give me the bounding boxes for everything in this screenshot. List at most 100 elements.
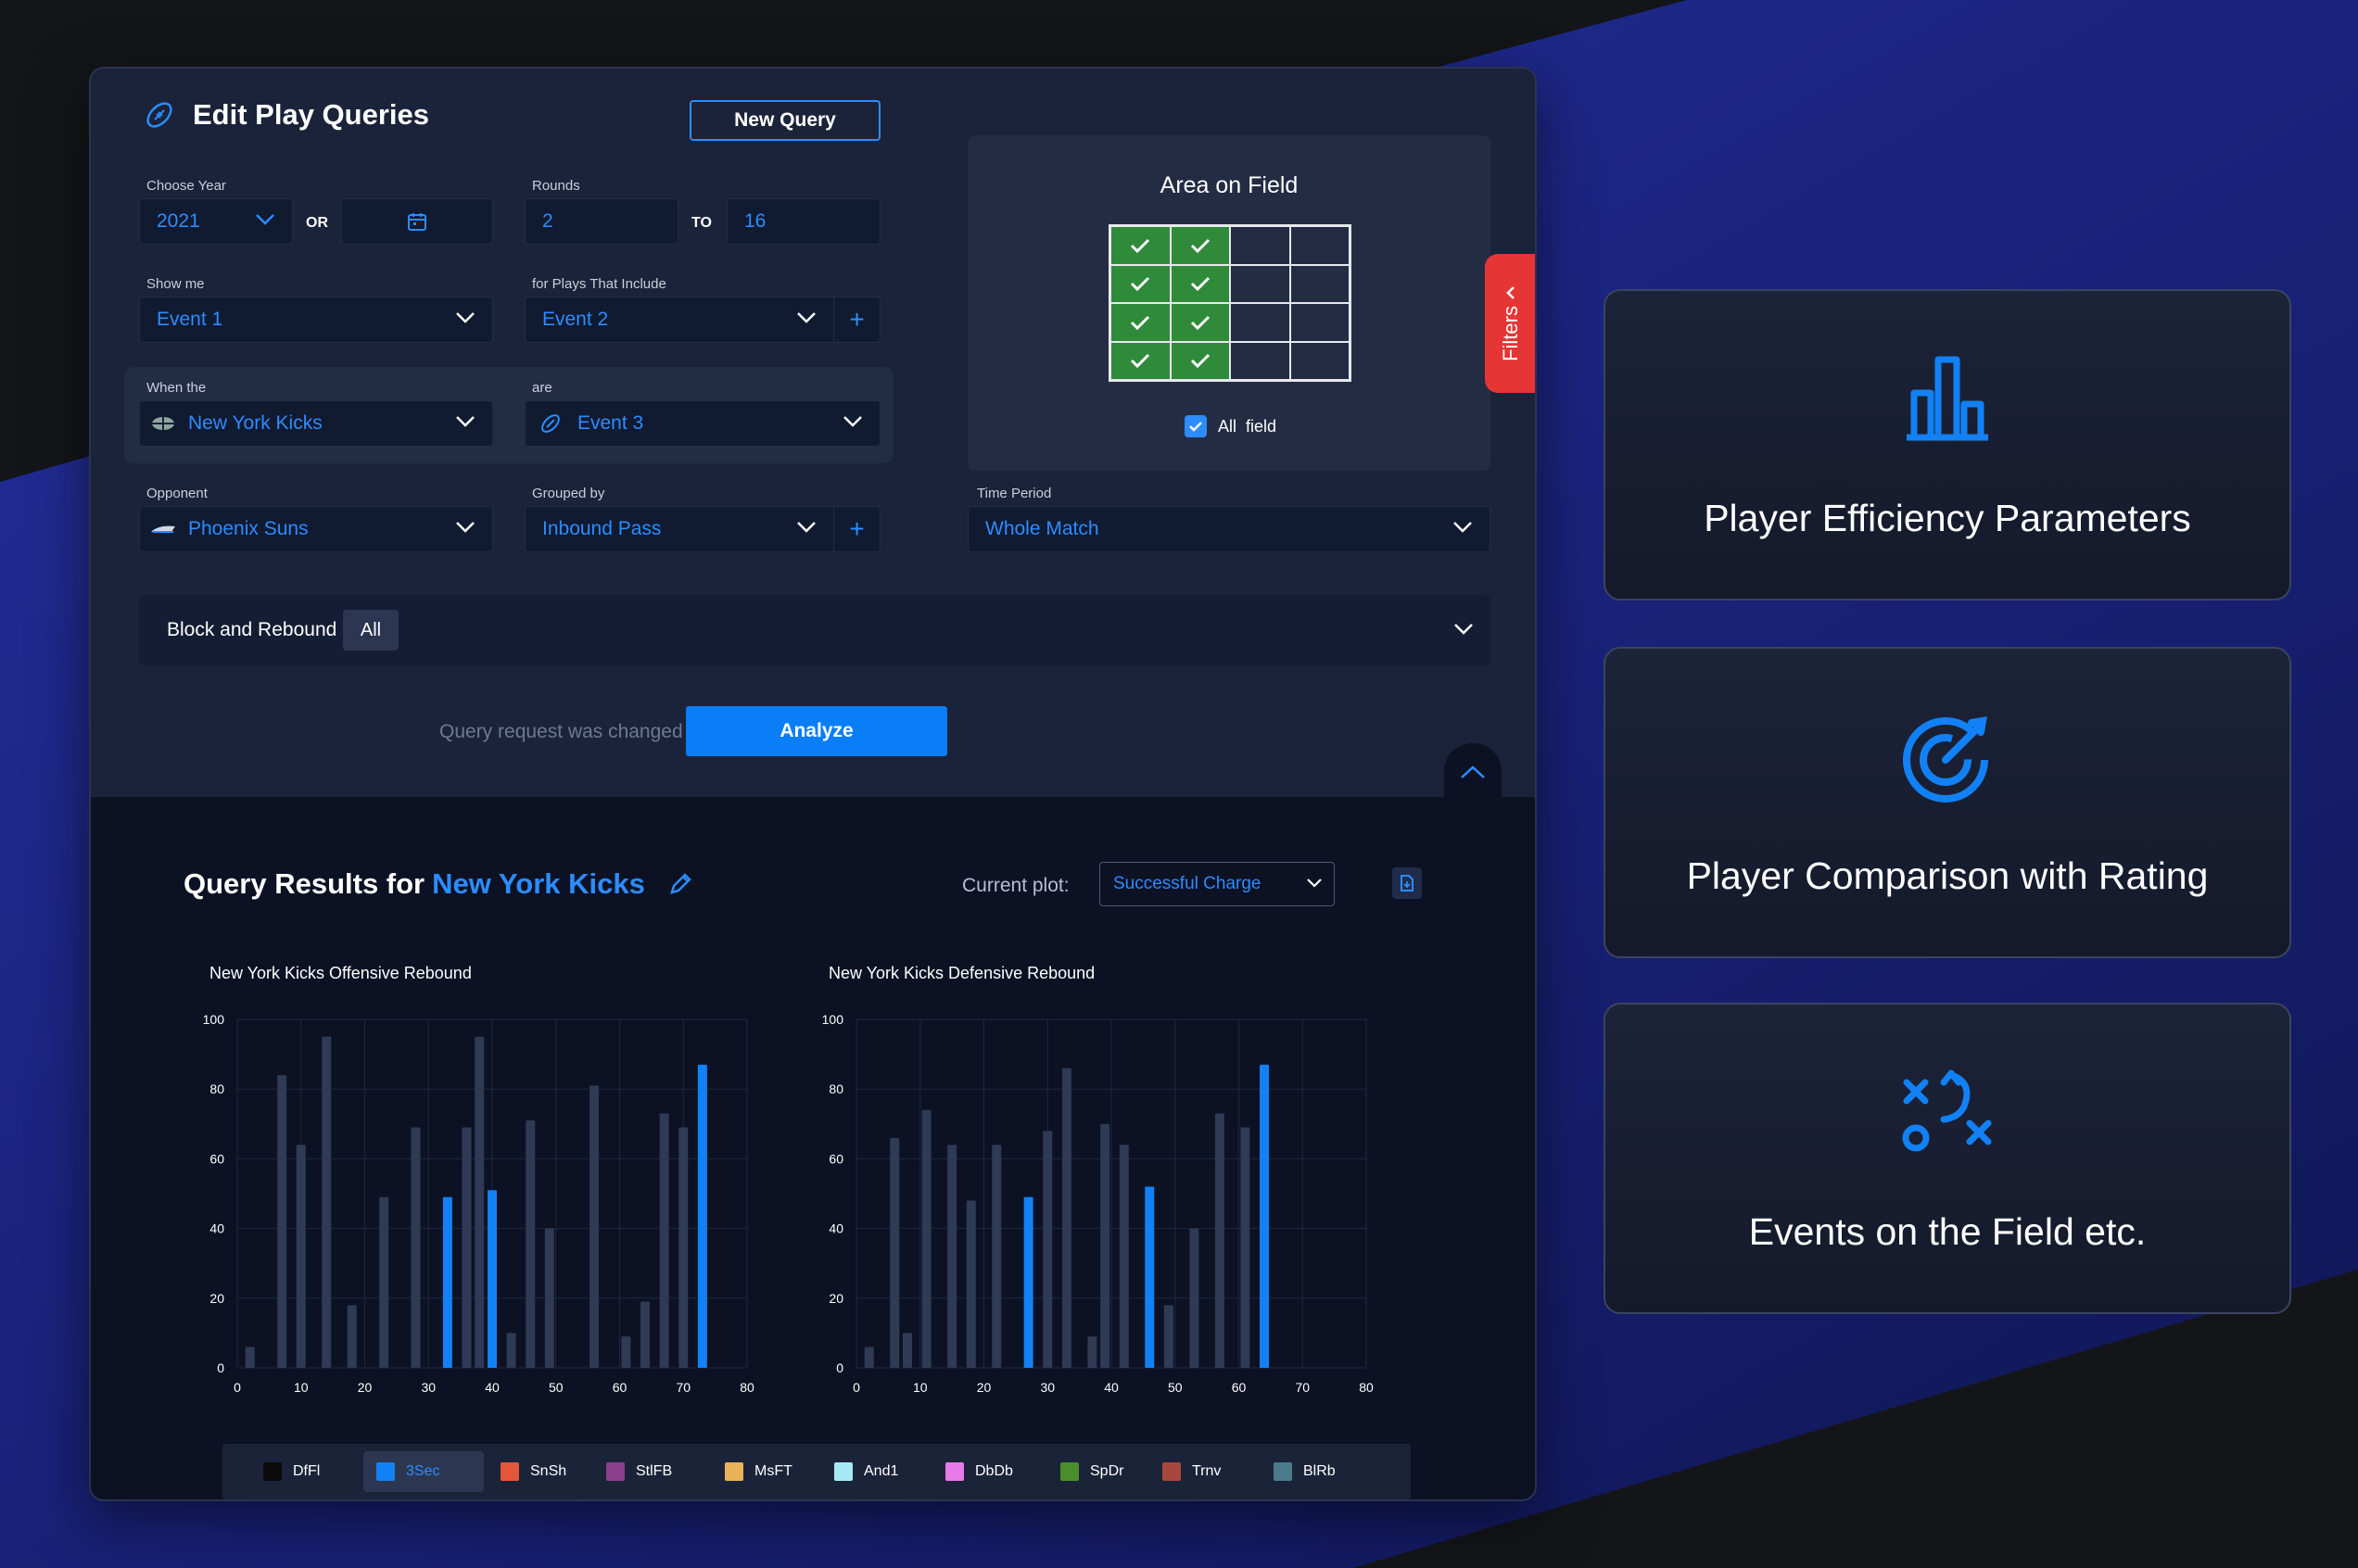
add-group-button[interactable]: +	[833, 507, 880, 551]
legend-item[interactable]: MsFT	[712, 1444, 805, 1499]
field-cell[interactable]	[1230, 226, 1290, 265]
x-tick-label: 30	[1040, 1380, 1055, 1395]
feature-card-comparison[interactable]: Player Comparison with Rating	[1604, 647, 2291, 958]
check-icon	[1131, 315, 1150, 330]
feature-card-events[interactable]: Events on the Field etc.	[1604, 1003, 2291, 1314]
all-field-label: All field	[1218, 416, 1277, 436]
event-value: Event 3	[577, 412, 644, 434]
legend-item[interactable]: Trnv	[1149, 1444, 1234, 1499]
legend-item[interactable]: StlFB	[593, 1444, 685, 1499]
legend-swatch	[725, 1462, 743, 1481]
check-icon	[1131, 277, 1150, 292]
check-icon	[1190, 277, 1210, 292]
y-tick-label: 0	[217, 1360, 224, 1375]
legend-item[interactable]: BlRb	[1261, 1444, 1349, 1499]
event-select[interactable]: Event 3	[525, 400, 881, 447]
collapse-button[interactable]	[1444, 743, 1502, 801]
field-cell-selected[interactable]	[1170, 341, 1230, 380]
chevron-down-icon	[256, 214, 274, 225]
bar	[1087, 1336, 1097, 1368]
field-cell[interactable]	[1289, 303, 1350, 342]
legend-label: StlFB	[636, 1463, 673, 1479]
field-cell[interactable]	[1289, 341, 1350, 380]
are-label: are	[532, 380, 552, 396]
chevron-down-icon	[843, 416, 862, 427]
bar	[1043, 1131, 1053, 1368]
show-me-select[interactable]: Event 1	[139, 297, 493, 343]
x-tick-label: 80	[740, 1380, 754, 1395]
field-cell-selected[interactable]	[1170, 264, 1230, 303]
legend-item[interactable]: DfFl	[250, 1444, 333, 1499]
legend-swatch	[1274, 1462, 1292, 1481]
opponent-select[interactable]: Phoenix Suns	[139, 506, 493, 552]
chevron-down-icon	[456, 522, 475, 533]
legend-swatch	[1060, 1462, 1079, 1481]
year-select[interactable]: 2021	[139, 198, 293, 245]
bar	[322, 1036, 332, 1368]
field-cell-selected[interactable]	[1110, 341, 1171, 380]
export-button[interactable]	[1392, 867, 1422, 899]
field-cell[interactable]	[1289, 264, 1350, 303]
legend-item[interactable]: SnSh	[488, 1444, 579, 1499]
x-tick-label: 0	[234, 1380, 241, 1395]
legend-label: Trnv	[1192, 1463, 1222, 1479]
field-cell[interactable]	[1230, 303, 1290, 342]
field-cell-selected[interactable]	[1110, 264, 1171, 303]
tactics-icon	[1902, 1069, 1992, 1152]
area-title: Area on Field	[1160, 172, 1299, 198]
plays-include-label: for Plays That Include	[532, 276, 666, 292]
y-tick-label: 0	[836, 1360, 843, 1375]
bar	[245, 1347, 255, 1368]
time-period-select[interactable]: Whole Match	[968, 506, 1490, 552]
field-cell-selected[interactable]	[1110, 303, 1171, 342]
field-cell[interactable]	[1230, 341, 1290, 380]
opponent-label: Opponent	[146, 486, 208, 501]
legend-item[interactable]: 3Sec	[363, 1451, 484, 1492]
field-cell-selected[interactable]	[1170, 303, 1230, 342]
all-field-checkbox[interactable]: All field	[1185, 415, 1276, 437]
x-tick-label: 80	[1359, 1380, 1374, 1395]
plays-include-select[interactable]: Event 2 +	[525, 297, 881, 343]
legend-label: BlRb	[1303, 1463, 1336, 1479]
legend-item[interactable]: DbDb	[932, 1444, 1026, 1499]
calendar-icon	[408, 213, 426, 231]
current-plot-select[interactable]: Successful Charge	[1099, 862, 1335, 906]
bar	[947, 1144, 957, 1368]
bar	[296, 1144, 306, 1368]
chart-legend: DfFl 3Sec SnSh StlFB MsFT And1 DbDb SpDr Trnv BlR…	[222, 1444, 1411, 1499]
legend-item[interactable]: And1	[821, 1444, 911, 1499]
filters-tab[interactable]: Filters	[1485, 254, 1535, 393]
legend-label: 3Sec	[406, 1463, 440, 1479]
or-label: OR	[306, 215, 328, 231]
legend-swatch	[263, 1462, 282, 1481]
feature-card-efficiency[interactable]: Player Efficiency Parameters	[1604, 289, 2291, 601]
block-rebound-row[interactable]: Block and Rebound All	[139, 595, 1490, 665]
team-select[interactable]: New York Kicks	[139, 400, 493, 447]
bar	[506, 1333, 516, 1368]
y-tick-label: 80	[829, 1081, 843, 1096]
bar	[864, 1347, 874, 1368]
bar	[697, 1064, 707, 1368]
edit-pencil-icon[interactable]	[667, 871, 693, 897]
bar	[890, 1137, 900, 1368]
add-event-button[interactable]: +	[833, 297, 880, 342]
analyze-button[interactable]: Analyze	[686, 706, 947, 756]
field-cell[interactable]	[1289, 226, 1350, 265]
y-tick-label: 60	[209, 1151, 224, 1166]
time-period-label: Time Period	[977, 486, 1052, 501]
legend-item[interactable]: SpDr	[1047, 1444, 1136, 1499]
x-tick-label: 10	[913, 1380, 928, 1395]
chevron-up-icon	[1461, 765, 1485, 778]
results-title-prefix: Query Results for	[184, 867, 425, 900]
rounds-from-input[interactable]: 2	[525, 198, 678, 245]
rounds-to-input[interactable]: 16	[727, 198, 881, 245]
field-cell-selected[interactable]	[1110, 226, 1171, 265]
grouped-by-select[interactable]: Inbound Pass +	[525, 506, 881, 552]
field-cell[interactable]	[1230, 264, 1290, 303]
new-query-button[interactable]: New Query	[690, 100, 881, 141]
bar	[1260, 1064, 1269, 1368]
field-cell-selected[interactable]	[1170, 226, 1230, 265]
date-picker[interactable]	[341, 198, 493, 245]
all-chip[interactable]: All	[343, 610, 399, 651]
y-tick-label: 20	[829, 1291, 843, 1306]
